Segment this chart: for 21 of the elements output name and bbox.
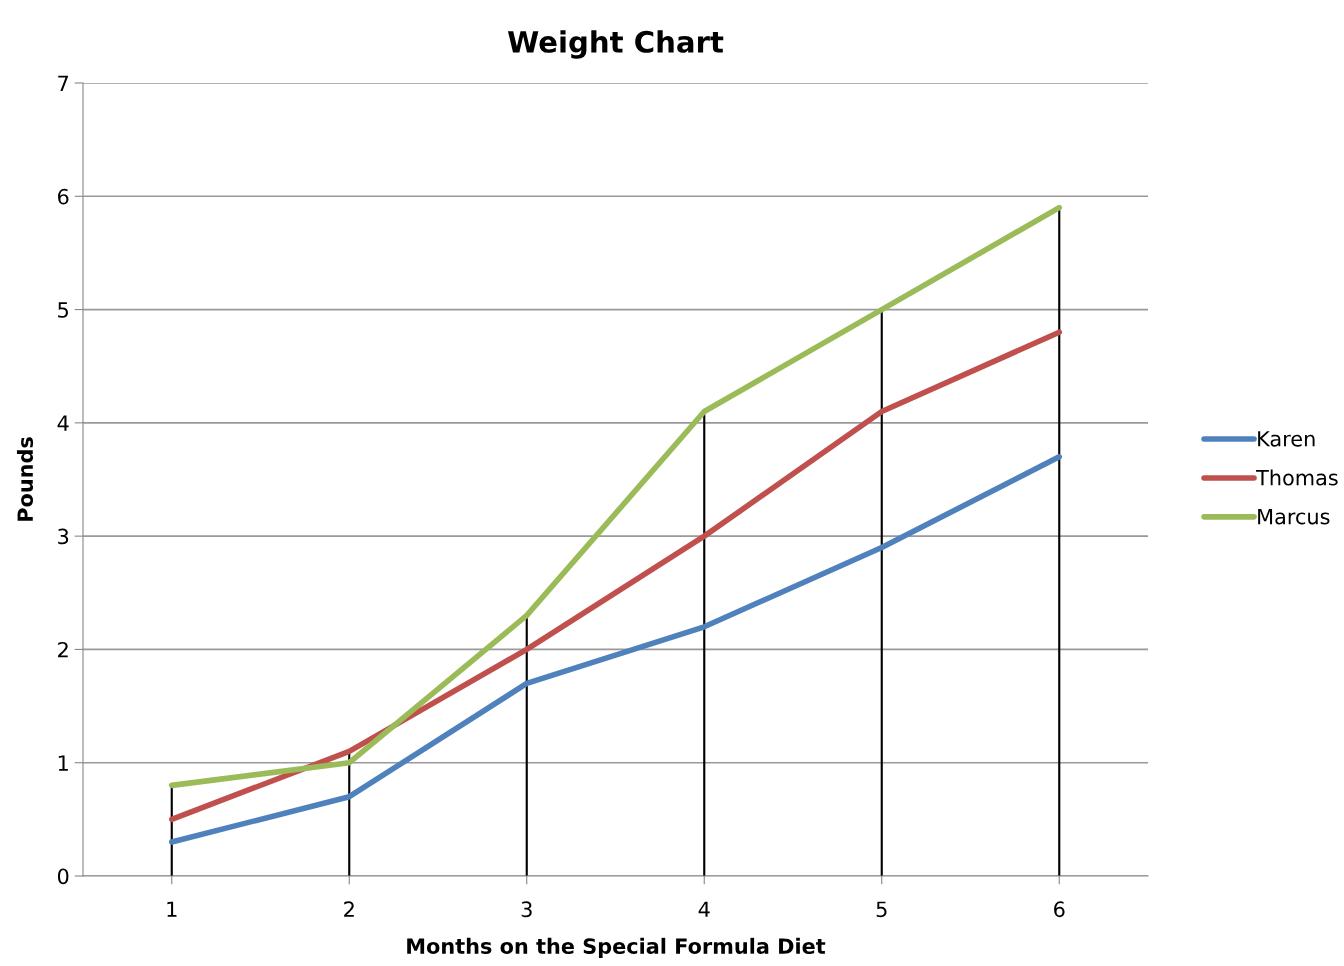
y-tick-label: 0 xyxy=(57,868,69,885)
y-tick-label: 5 xyxy=(58,302,68,318)
legend-label: Thomas xyxy=(1256,469,1338,486)
x-tick-label: 1 xyxy=(167,901,177,917)
x-tick-label: 5 xyxy=(876,901,887,918)
legend-label: Marcus xyxy=(1258,508,1330,525)
legend-label: Karen xyxy=(1258,431,1315,447)
x-tick-label: 6 xyxy=(1054,901,1065,918)
y-tick-label: 6 xyxy=(58,188,69,205)
chart-title: Weight Chart xyxy=(507,30,724,59)
y-axis-title: Pounds xyxy=(16,437,34,521)
x-tick-label: 2 xyxy=(344,901,354,917)
bar xyxy=(880,309,883,876)
x-axis-title: Months on the Special Formula Diet xyxy=(407,937,826,958)
x-tick-label: 3 xyxy=(521,901,532,918)
y-tick-label: 1 xyxy=(58,755,68,771)
y-tick-label: 2 xyxy=(58,641,68,658)
y-tick-label: 7 xyxy=(58,75,69,91)
y-tick-label: 3 xyxy=(58,528,69,545)
y-tick-label: 4 xyxy=(57,415,69,431)
x-tick-label: 4 xyxy=(698,901,710,917)
